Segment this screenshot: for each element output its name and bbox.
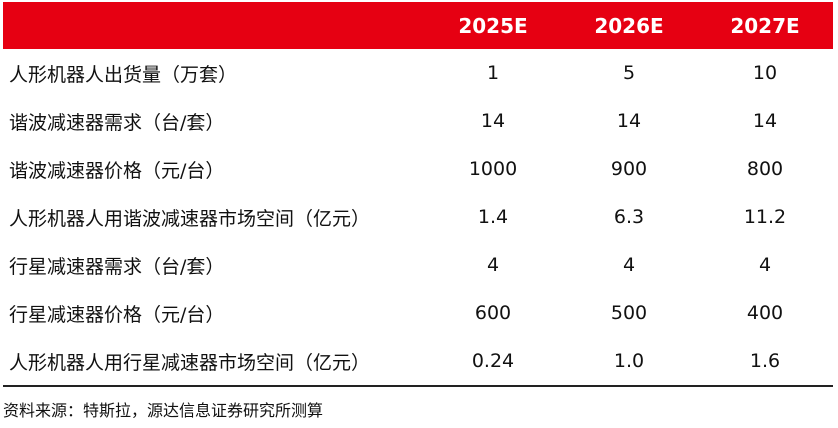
cell-value: 400: [746, 302, 784, 324]
cell-value: 6.3: [613, 206, 645, 228]
cell-value: 1.4: [477, 206, 509, 228]
cell-value: 5: [622, 62, 636, 84]
column-header-label: [3, 2, 425, 49]
table-row: 谐波减速器价格（元/台） 1000 900 800: [3, 145, 833, 193]
column-header-2027e: 2027E: [730, 13, 800, 38]
cell-value: 11.2: [743, 206, 787, 228]
cell-value: 500: [610, 302, 648, 324]
cell-value: 900: [610, 158, 648, 180]
forecast-table-container: 2025E 2026E 2027E 人形机器人出货量（万套） 1 5 10 谐波…: [3, 2, 833, 387]
row-label: 人形机器人用行星减速器市场空间（亿元）: [3, 337, 425, 387]
table-row: 谐波减速器需求（台/套） 14 14 14: [3, 97, 833, 145]
column-header-2025e: 2025E: [458, 13, 528, 38]
cell-value: 14: [616, 110, 642, 132]
cell-value: 0.24: [425, 337, 561, 387]
row-label: 谐波减速器价格（元/台）: [9, 159, 225, 182]
row-label: 人形机器人出货量（万套）: [9, 63, 238, 86]
row-label: 谐波减速器需求（台/套）: [9, 111, 225, 134]
table-row: 人形机器人出货量（万套） 1 5 10: [3, 49, 833, 97]
source-note: 资料来源：特斯拉，源达信息证券研究所测算: [3, 401, 324, 420]
cell-value: 1.6: [697, 337, 833, 387]
cell-value: 4: [622, 254, 636, 276]
cell-value: 4: [486, 254, 500, 276]
cell-value: 14: [752, 110, 778, 132]
cell-value: 1.0: [561, 337, 697, 387]
table-row: 行星减速器需求（台/套） 4 4 4: [3, 241, 833, 289]
table-row: 行星减速器价格（元/台） 600 500 400: [3, 289, 833, 337]
cell-value: 4: [758, 254, 772, 276]
cell-value: 10: [752, 62, 778, 84]
forecast-table: 2025E 2026E 2027E 人形机器人出货量（万套） 1 5 10 谐波…: [3, 2, 833, 387]
row-label: 人形机器人用谐波减速器市场空间（亿元）: [9, 207, 371, 230]
cell-value: 1000: [468, 158, 518, 180]
table-row: 人形机器人用谐波减速器市场空间（亿元） 1.4 6.3 11.2: [3, 193, 833, 241]
cell-value: 1: [486, 62, 500, 84]
cell-value: 600: [474, 302, 512, 324]
cell-value: 14: [480, 110, 506, 132]
table-header-row: 2025E 2026E 2027E: [3, 2, 833, 49]
row-label: 行星减速器价格（元/台）: [9, 303, 225, 326]
table-row: 人形机器人用行星减速器市场空间（亿元） 0.24 1.0 1.6: [3, 337, 833, 387]
column-header-2026e: 2026E: [594, 13, 664, 38]
row-label: 行星减速器需求（台/套）: [9, 255, 225, 278]
cell-value: 800: [746, 158, 784, 180]
